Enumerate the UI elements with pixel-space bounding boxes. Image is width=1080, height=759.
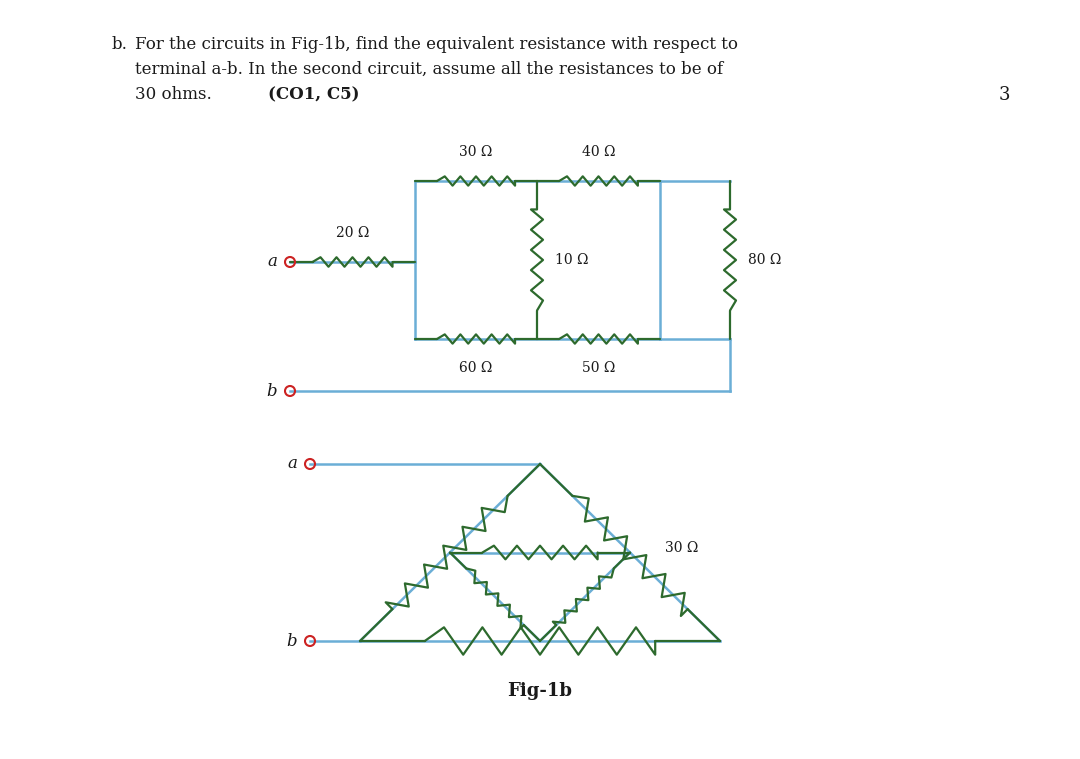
Text: 30 Ω: 30 Ω	[665, 540, 699, 555]
Text: For the circuits in Fig-1b, find the equivalent resistance with respect to: For the circuits in Fig-1b, find the equ…	[135, 36, 738, 53]
Text: b: b	[286, 632, 297, 650]
Text: 50 Ω: 50 Ω	[582, 361, 616, 375]
Text: b: b	[267, 383, 276, 399]
Text: a: a	[287, 455, 297, 473]
Text: 30 Ω: 30 Ω	[459, 145, 492, 159]
Text: a: a	[267, 254, 276, 270]
Text: 80 Ω: 80 Ω	[748, 253, 781, 267]
Text: 30 ohms.: 30 ohms.	[135, 86, 254, 103]
Text: 3: 3	[999, 86, 1010, 104]
Text: Fig-1b: Fig-1b	[508, 682, 572, 700]
Text: 20 Ω: 20 Ω	[336, 226, 369, 240]
Text: 10 Ω: 10 Ω	[555, 253, 589, 267]
Text: b.: b.	[112, 36, 127, 53]
Text: (CO1, C5): (CO1, C5)	[268, 86, 360, 103]
Text: terminal a-b. In the second circuit, assume all the resistances to be of: terminal a-b. In the second circuit, ass…	[135, 61, 724, 78]
Text: 60 Ω: 60 Ω	[459, 361, 492, 375]
Text: 40 Ω: 40 Ω	[582, 145, 616, 159]
